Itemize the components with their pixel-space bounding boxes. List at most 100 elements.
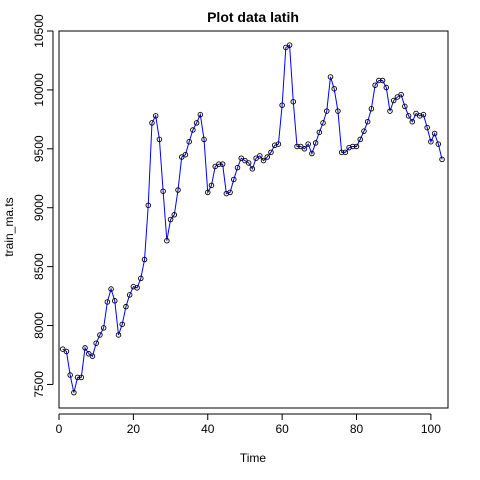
data-point [171, 212, 178, 218]
data-point [234, 164, 241, 171]
data-point [167, 216, 174, 223]
data-point [342, 149, 349, 156]
data-point [383, 84, 390, 91]
data-point [435, 141, 442, 147]
data-point [394, 94, 401, 100]
data-point [390, 97, 397, 104]
data-point [398, 91, 404, 98]
data-point [331, 85, 337, 92]
data-point [420, 111, 427, 118]
data-point [63, 348, 70, 355]
data-point [372, 82, 378, 88]
y-tick-label: 10000 [32, 73, 46, 107]
x-tick-label: 80 [350, 422, 364, 436]
data-point [231, 176, 237, 183]
data-point [219, 161, 226, 167]
data-point [260, 157, 267, 164]
y-tick-label: 8500 [32, 253, 46, 280]
y-tick-label: 8000 [32, 312, 46, 339]
data-point [164, 237, 170, 244]
x-tick-label: 20 [127, 422, 141, 436]
data-point [59, 346, 66, 352]
data-point [376, 77, 382, 84]
data-point [152, 113, 159, 119]
data-point [197, 111, 204, 118]
data-point [182, 151, 189, 158]
data-point [216, 161, 222, 167]
x-tick-label: 60 [275, 422, 289, 436]
data-point [175, 187, 181, 193]
data-point [227, 189, 233, 196]
data-point [309, 150, 315, 157]
y-axis-label: train_ma.ts [2, 197, 16, 256]
data-point [149, 120, 155, 126]
data-point [160, 188, 166, 194]
data-point [335, 108, 341, 114]
data-point [67, 372, 73, 378]
data-point [428, 138, 434, 145]
data-point [268, 149, 274, 156]
data-point [253, 155, 259, 161]
data-point [271, 142, 278, 149]
data-point [97, 332, 103, 338]
data-point [320, 120, 326, 126]
data-point [78, 374, 85, 381]
y-tick-label: 9000 [32, 194, 46, 221]
y-tick-label: 10500 [32, 14, 46, 48]
data-point [353, 143, 360, 150]
data-point [100, 325, 107, 331]
data-point [275, 141, 282, 147]
data-point [223, 190, 230, 197]
data-point [205, 189, 211, 196]
data-point [145, 202, 151, 209]
data-point [74, 374, 81, 381]
data-point [294, 143, 300, 150]
data-point [242, 157, 248, 164]
data-point [324, 108, 330, 114]
data-point [264, 154, 271, 160]
data-point [364, 118, 371, 125]
data-point [416, 113, 423, 119]
x-tick-label: 40 [201, 422, 215, 436]
data-point [361, 128, 367, 134]
data-point [357, 136, 363, 143]
axes: 0 20 40 60 80 100 7500 8000 8500 9000 9500 10000 105… [32, 14, 449, 436]
data-point [301, 146, 308, 152]
data-point [134, 285, 140, 291]
data-point [279, 102, 285, 108]
y-tick-label: 9500 [32, 135, 46, 162]
x-tick-label: 100 [421, 422, 441, 436]
data-point [193, 120, 200, 126]
data-point [316, 129, 323, 136]
data-point [141, 256, 148, 263]
data-point [156, 136, 163, 143]
data-point [190, 127, 196, 133]
data-point [108, 286, 114, 292]
data-point [387, 108, 393, 114]
data-point [424, 124, 430, 131]
data-point [312, 140, 319, 146]
data-point [138, 275, 144, 282]
data-point [327, 74, 334, 80]
data-point [286, 42, 293, 48]
data-point [350, 143, 356, 150]
x-tick-label: 0 [56, 422, 63, 436]
data-point [104, 299, 111, 305]
series-layer [59, 42, 445, 396]
data-point [338, 149, 345, 156]
plot-frame [58, 30, 449, 409]
data-point [431, 130, 438, 137]
data-point [186, 138, 192, 145]
data-point [409, 118, 416, 125]
data-point [257, 153, 263, 159]
data-point [290, 98, 297, 105]
data-point [379, 77, 386, 84]
x-axis-label: Time [240, 451, 267, 465]
data-point [305, 141, 311, 147]
data-point [208, 182, 215, 189]
data-point [249, 166, 256, 172]
series-line [62, 44, 443, 393]
